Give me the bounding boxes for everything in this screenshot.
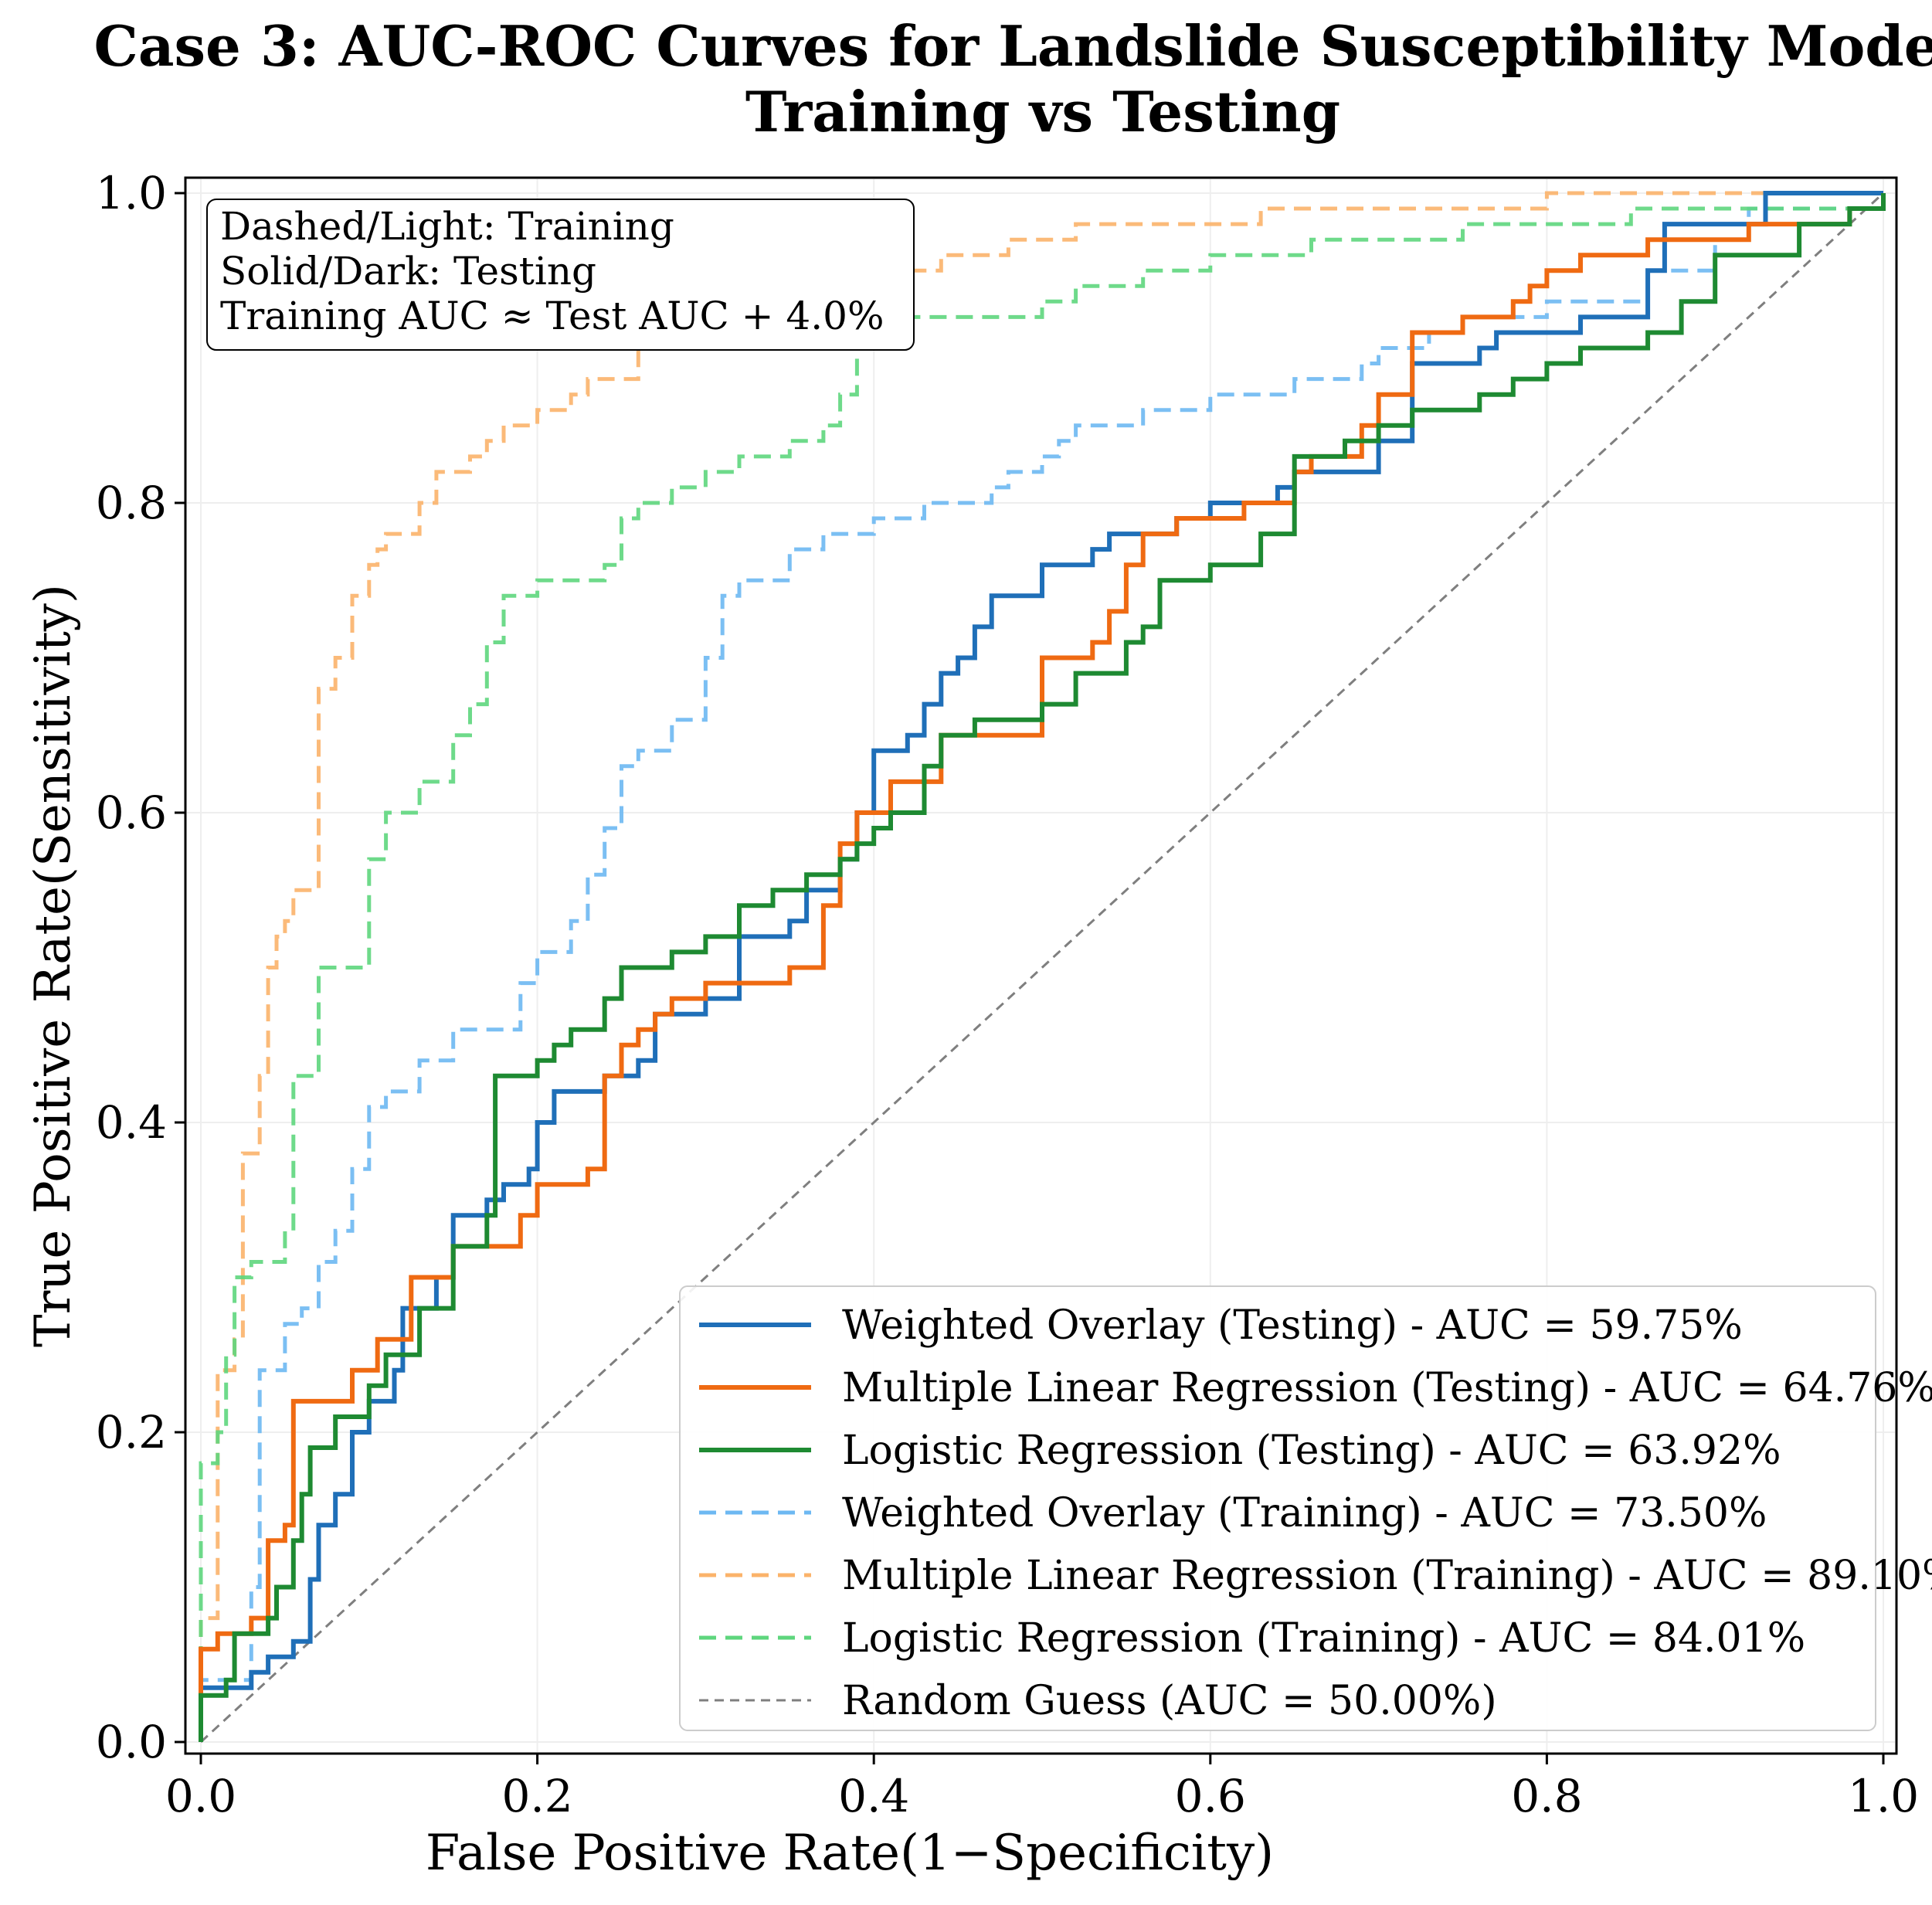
legend-entry-0: Weighted Overlay (Testing) - AUC = 59.75… (842, 1302, 1743, 1349)
y-tick-label: 0.6 (96, 786, 167, 839)
y-tick-label: 0.8 (96, 477, 167, 529)
chart-title: Case 3: AUC-ROC Curves for Landslide Sus… (94, 13, 1932, 79)
annotation-box: Dashed/Light: Training Solid/Dark: Testi… (206, 199, 915, 351)
legend-entry-1: Multiple Linear Regression (Testing) - A… (842, 1365, 1932, 1411)
series-line-3 (199, 193, 1886, 1742)
x-tick-label: 1.0 (1848, 1770, 1919, 1822)
plot-frame (184, 176, 1898, 1755)
series-line-4 (199, 191, 1883, 1742)
x-tick-label: 0.2 (501, 1770, 572, 1822)
y-axis-ticks: 0.0 0.2 0.4 0.6 0.8 1.0 (96, 167, 185, 1768)
series-line-2 (199, 193, 1886, 1742)
series-line-6 (199, 192, 1885, 1744)
legend-entry-6: Random Guess (AUC = 50.00%) (842, 1678, 1497, 1724)
y-tick-label: 1.0 (96, 167, 167, 219)
legend-box (679, 1285, 1876, 1731)
legend-entry-3: Weighted Overlay (Training) - AUC = 73.5… (842, 1490, 1767, 1537)
series-line-1 (199, 193, 1886, 1742)
x-tick-label: 0.4 (838, 1770, 909, 1822)
y-axis-label: True Positive Rate(Sensitivity) (25, 584, 82, 1347)
grid (187, 179, 1895, 1752)
legend-entry-2: Logistic Regression (Testing) - AUC = 63… (842, 1428, 1781, 1474)
legend-entry-5: Logistic Regression (Training) - AUC = 8… (842, 1615, 1805, 1662)
x-tick-label: 0.0 (165, 1770, 236, 1822)
y-tick-label: 0.4 (96, 1096, 167, 1149)
annotation-line-3: Training AUC ≈ Test AUC + 4.0% (220, 294, 884, 338)
chart-subtitle: Training vs Testing (745, 79, 1340, 144)
y-tick-label: 0.2 (96, 1406, 167, 1458)
x-tick-label: 0.6 (1175, 1770, 1246, 1822)
x-axis-label: False Positive Rate(1−Specificity) (426, 1825, 1274, 1882)
legend-entry-4: Multiple Linear Regression (Training) - … (842, 1553, 1932, 1599)
legend: Weighted Overlay (Testing) - AUC = 59.75… (679, 1285, 1932, 1731)
annotation-line-2: Solid/Dark: Testing (220, 249, 596, 294)
x-axis-ticks: 0.0 0.2 0.4 0.6 0.8 1.0 (165, 1754, 1919, 1822)
curves (199, 191, 1886, 1744)
y-tick-label: 0.0 (96, 1716, 167, 1768)
x-tick-label: 0.8 (1511, 1770, 1582, 1822)
annotation-line-1: Dashed/Light: Training (220, 204, 674, 249)
series-line-5 (199, 193, 1886, 1742)
